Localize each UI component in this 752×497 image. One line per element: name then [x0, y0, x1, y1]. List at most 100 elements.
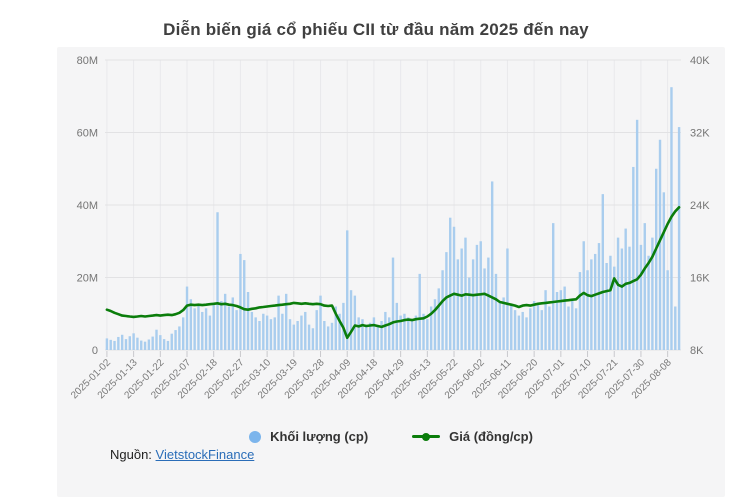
volume-bar[interactable] — [243, 260, 246, 350]
volume-bar[interactable] — [189, 299, 193, 350]
volume-bar[interactable] — [281, 313, 284, 350]
volume-bar[interactable] — [166, 340, 170, 350]
volume-bar[interactable] — [521, 311, 524, 350]
volume-bar[interactable] — [666, 270, 669, 350]
volume-bar[interactable] — [109, 339, 112, 350]
volume-bar[interactable] — [426, 319, 429, 350]
volume-bar[interactable] — [128, 336, 131, 350]
volume-bar[interactable] — [147, 339, 151, 350]
volume-bar[interactable] — [140, 340, 143, 350]
volume-bar[interactable] — [605, 263, 608, 350]
volume-bar[interactable] — [601, 194, 605, 350]
volume-bar[interactable] — [639, 244, 643, 350]
volume-bar[interactable] — [407, 317, 410, 350]
volume-bar[interactable] — [174, 330, 177, 350]
volume-bar[interactable] — [113, 340, 116, 350]
volume-bar[interactable] — [387, 317, 391, 350]
volume-bar[interactable] — [162, 339, 166, 350]
volume-bar[interactable] — [326, 326, 330, 350]
volume-bar[interactable] — [330, 322, 334, 350]
volume-bar[interactable] — [479, 241, 482, 350]
volume-bar[interactable] — [674, 306, 677, 351]
volume-bar[interactable] — [593, 253, 597, 350]
volume-bar[interactable] — [624, 228, 627, 350]
volume-bar[interactable] — [620, 248, 624, 351]
volume-bar[interactable] — [304, 311, 307, 350]
volume-bar[interactable] — [361, 319, 364, 350]
volume-bar[interactable] — [487, 257, 490, 350]
volume-bar[interactable] — [658, 139, 662, 350]
volume-bar[interactable] — [452, 226, 456, 350]
volume-bar[interactable] — [136, 337, 139, 350]
volume-bar[interactable] — [216, 212, 219, 350]
volume-bar[interactable] — [151, 336, 154, 350]
volume-bar[interactable] — [635, 119, 639, 350]
volume-bar[interactable] — [181, 317, 185, 350]
volume-bar[interactable] — [422, 313, 425, 350]
volume-bar[interactable] — [559, 290, 563, 350]
volume-bar[interactable] — [227, 306, 231, 351]
volume-bar[interactable] — [288, 319, 292, 350]
volume-bar[interactable] — [277, 295, 280, 350]
volume-bar[interactable] — [410, 319, 414, 350]
volume-bar[interactable] — [349, 290, 353, 350]
volume-bar[interactable] — [662, 192, 666, 350]
volume-bar[interactable] — [231, 297, 234, 350]
volume-bar[interactable] — [395, 302, 399, 350]
volume-bar[interactable] — [471, 259, 475, 350]
volume-bar[interactable] — [334, 306, 337, 351]
volume-bar[interactable] — [578, 272, 582, 350]
legend-item-volume[interactable]: Khối lượng (cp) — [249, 429, 368, 444]
volume-bar[interactable] — [574, 308, 578, 350]
volume-bar[interactable] — [655, 168, 658, 350]
volume-bar[interactable] — [456, 259, 460, 350]
volume-bar[interactable] — [292, 324, 296, 350]
volume-bar[interactable] — [254, 317, 257, 350]
volume-bar[interactable] — [525, 317, 528, 350]
volume-bar[interactable] — [204, 308, 208, 350]
volume-bar[interactable] — [590, 259, 593, 350]
volume-bar[interactable] — [513, 310, 517, 350]
volume-bar[interactable] — [120, 334, 124, 350]
volume-bar[interactable] — [380, 321, 383, 350]
volume-bar[interactable] — [372, 317, 376, 350]
volume-bar[interactable] — [296, 321, 299, 350]
volume-bar[interactable] — [548, 306, 551, 351]
volume-bar[interactable] — [201, 311, 204, 350]
chart-canvas[interactable]: 0 20M 40M 60M 80M 8K 16K 24K 32K 40K 2025-01-02202… — [57, 47, 725, 425]
volume-bar[interactable] — [159, 335, 162, 350]
volume-bar[interactable] — [510, 304, 513, 350]
volume-bar[interactable] — [105, 338, 109, 350]
volume-bar[interactable] — [300, 315, 303, 350]
volume-bar[interactable] — [368, 322, 372, 350]
volume-bar[interactable] — [483, 268, 486, 350]
volume-bar[interactable] — [506, 248, 509, 351]
volume-bar[interactable] — [346, 230, 349, 350]
volume-bar[interactable] — [490, 181, 494, 350]
volume-bars-series[interactable] — [105, 87, 681, 351]
volume-bar[interactable] — [178, 326, 181, 350]
volume-bar[interactable] — [220, 301, 223, 350]
volume-bar[interactable] — [250, 311, 254, 350]
volume-bar[interactable] — [540, 310, 543, 350]
volume-bar[interactable] — [628, 246, 631, 350]
volume-bar[interactable] — [544, 290, 547, 350]
legend-item-price[interactable]: Giá (đồng/cp) — [412, 429, 533, 444]
volume-bar[interactable] — [567, 306, 570, 351]
volume-bar[interactable] — [284, 293, 288, 350]
volume-bar[interactable] — [632, 166, 635, 350]
source-link[interactable]: VietstockFinance — [155, 447, 255, 462]
volume-bar[interactable] — [441, 270, 444, 350]
volume-bar[interactable] — [651, 237, 654, 350]
volume-bar[interactable] — [338, 313, 341, 350]
volume-bar[interactable] — [223, 293, 227, 350]
volume-bar[interactable] — [197, 304, 200, 350]
volume-bar[interactable] — [498, 302, 502, 350]
volume-bar[interactable] — [117, 336, 120, 350]
volume-bar[interactable] — [319, 295, 322, 350]
volume-bar[interactable] — [246, 292, 250, 350]
volume-bar[interactable] — [323, 321, 326, 350]
volume-bar[interactable] — [616, 237, 620, 350]
volume-bar[interactable] — [445, 252, 448, 350]
volume-bar[interactable] — [460, 248, 463, 351]
